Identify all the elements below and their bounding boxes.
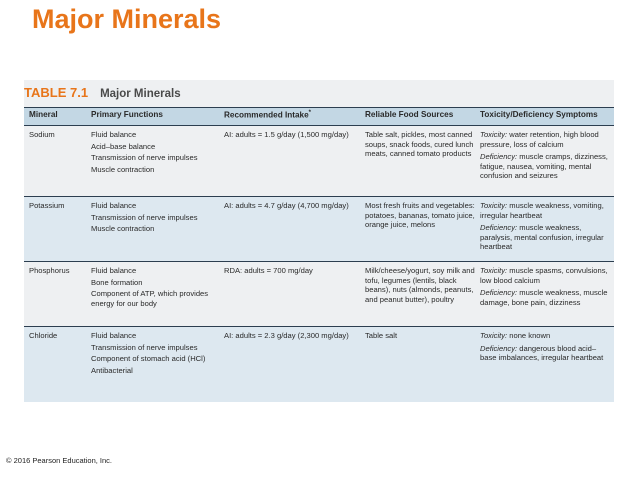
deficiency-text: dangerous blood acid–base imbalances, ir… — [480, 343, 604, 363]
function-item: Muscle contraction — [91, 164, 155, 174]
toxicity-entry: Toxicity: muscle spasms, convulsions, lo… — [480, 266, 610, 285]
function-item: Fluid balance — [91, 201, 137, 210]
function-item: Fluid balance — [91, 266, 137, 275]
toxicity-deficiency: Toxicity: muscle spasms, convulsions, lo… — [480, 266, 610, 310]
toxicity-text: none known — [507, 331, 551, 340]
table-heading: TABLE 7.1 Major Minerals — [24, 85, 181, 103]
minerals-table: TABLE 7.1 Major Minerals Mineral Primary… — [24, 80, 614, 402]
primary-functions: Fluid balance Transmission of nerve impu… — [91, 331, 219, 377]
function-item: Fluid balance — [91, 331, 137, 340]
function-item: Fluid balance — [91, 130, 137, 139]
toxicity-entry: Toxicity: water retention, high blood pr… — [480, 130, 610, 149]
primary-functions: Fluid balance Acid–base balance Transmis… — [91, 130, 219, 176]
food-sources: Most fresh fruits and vegetables: potato… — [365, 201, 475, 230]
header-functions: Primary Functions — [91, 110, 163, 119]
primary-functions: Fluid balance Transmission of nerve impu… — [91, 201, 219, 236]
recommended-intake: RDA: adults = 700 mg/day — [224, 266, 313, 275]
toxicity-label: Toxicity: — [480, 130, 508, 139]
function-item: Transmission of nerve impulses — [91, 153, 198, 163]
recommended-intake: AI: adults = 1.5 g/day (1,500 mg/day) — [224, 130, 349, 139]
deficiency-text: muscle weakness, muscle damage, bone pai… — [480, 288, 608, 307]
table-row: Chloride Fluid balance Transmission of n… — [24, 327, 614, 402]
mineral-name: Phosphorus — [29, 266, 70, 275]
header-intake-label: Recommended Intake — [224, 110, 309, 120]
toxicity-label: Toxicity: — [480, 201, 508, 210]
toxicity-deficiency: Toxicity: none known Deficiency: dangero… — [480, 331, 610, 366]
deficiency-label: Deficiency: — [480, 343, 518, 353]
toxicity-text: water retention, high blood pressure, lo… — [480, 130, 599, 149]
table-row: Phosphorus Fluid balance Bone formation … — [24, 262, 614, 327]
toxicity-entry: Toxicity: muscle weakness, vomiting, irr… — [480, 201, 610, 220]
deficiency-entry: Deficiency: dangerous blood acid–base im… — [480, 344, 610, 363]
header-toxicity: Toxicity/Deficiency Symptoms — [480, 110, 598, 119]
table-row: Potassium Fluid balance Transmission of … — [24, 197, 614, 262]
header-intake: Recommended Intake* — [224, 110, 311, 120]
table-row: Sodium Fluid balance Acid–base balance T… — [24, 126, 614, 197]
deficiency-label: Deficiency: — [480, 223, 518, 233]
toxicity-label: Toxicity: — [480, 331, 508, 340]
toxicity-deficiency: Toxicity: muscle weakness, vomiting, irr… — [480, 201, 610, 255]
deficiency-text: muscle weakness, paralysis, mental confu… — [480, 223, 604, 252]
mineral-name: Chloride — [29, 331, 58, 340]
toxicity-text: muscle weakness, vomiting, irregular hea… — [480, 201, 604, 220]
deficiency-entry: Deficiency: muscle weakness, muscle dama… — [480, 288, 610, 307]
recommended-intake: AI: adults = 4.7 g/day (4,700 mg/day) — [224, 201, 349, 210]
deficiency-label: Deficiency: — [480, 152, 518, 162]
deficiency-text: muscle cramps, dizziness, fatigue, nause… — [480, 152, 608, 181]
toxicity-text: muscle spasms, convulsions, low blood ca… — [480, 266, 608, 285]
header-intake-mark: * — [308, 110, 311, 116]
toxicity-entry: Toxicity: none known — [480, 331, 610, 341]
toxicity-label: Toxicity: — [480, 266, 508, 275]
table-caption: Major Minerals — [100, 88, 181, 100]
food-sources: Table salt — [365, 331, 398, 340]
function-item: Transmission of nerve impulses — [91, 212, 198, 222]
copyright-notice: © 2016 Pearson Education, Inc. — [6, 456, 113, 465]
header-mineral: Mineral — [29, 110, 58, 119]
toxicity-deficiency: Toxicity: water retention, high blood pr… — [480, 130, 610, 184]
function-item: Antibacterial — [91, 365, 133, 375]
function-item: Component of ATP, which provides energy … — [91, 289, 209, 308]
slide-title: Major Minerals — [32, 4, 222, 34]
table-number: TABLE 7.1 — [24, 85, 89, 100]
function-item: Acid–base balance — [91, 141, 156, 151]
deficiency-entry: Deficiency: muscle cramps, dizziness, fa… — [480, 152, 610, 181]
food-sources: Milk/cheese/yogurt, soy milk and tofu, l… — [365, 266, 475, 304]
table-header-row: Mineral Primary Functions Recommended In… — [24, 107, 614, 126]
deficiency-entry: Deficiency: muscle weakness, paralysis, … — [480, 223, 610, 252]
primary-functions: Fluid balance Bone formation Component o… — [91, 266, 219, 310]
function-item: Muscle contraction — [91, 224, 155, 234]
mineral-name: Sodium — [29, 130, 55, 139]
deficiency-label: Deficiency: — [480, 288, 518, 298]
function-item: Transmission of nerve impulses — [91, 342, 198, 352]
mineral-name: Potassium — [29, 201, 65, 210]
header-food: Reliable Food Sources — [365, 110, 454, 119]
function-item: Bone formation — [91, 277, 143, 287]
food-sources: Table salt, pickles, most canned soups, … — [365, 130, 474, 159]
recommended-intake: AI: adults = 2.3 g/day (2,300 mg/day) — [224, 331, 349, 340]
function-item: Component of stomach acid (HCl) — [91, 354, 206, 364]
